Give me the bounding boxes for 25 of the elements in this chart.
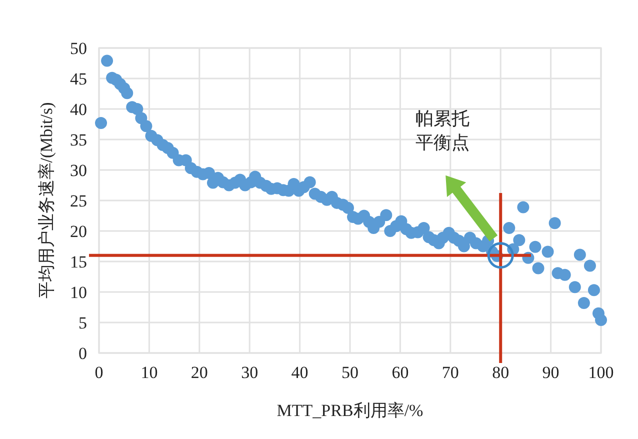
- x-tick-label: 10: [140, 363, 158, 382]
- x-axis-title: MTT_PRB利用率/%: [276, 401, 424, 420]
- x-tick-label: 70: [442, 363, 459, 382]
- x-tick-label: 0: [94, 363, 104, 382]
- y-tick-label: 10: [70, 283, 87, 302]
- x-tick-label: 90: [542, 363, 560, 382]
- y-tick-label: 45: [70, 70, 87, 88]
- y-tick-label: 0: [78, 344, 87, 363]
- y-tick-label: 5: [78, 314, 87, 332]
- y-tick-label: 50: [70, 39, 87, 58]
- y-tick-label: 25: [70, 192, 87, 210]
- y-tick-label: 35: [70, 130, 87, 150]
- y-tick-label: 20: [70, 222, 87, 241]
- x-tick-label: 60: [392, 363, 409, 382]
- x-tick-label: 40: [291, 363, 308, 382]
- x-tick-label: 100: [588, 363, 614, 382]
- x-tick-label: 20: [190, 363, 208, 382]
- x-tick-label: 80: [492, 363, 510, 382]
- y-axis-title: 平均用户业务速率/(Mbit/s): [37, 102, 56, 299]
- y-tick-label: 30: [70, 161, 87, 180]
- y-tick-label: 40: [70, 100, 87, 119]
- annotation: 帕累托平衡点: [416, 108, 470, 152]
- x-tick-label: 30: [241, 363, 258, 382]
- x-tick-label: 50: [342, 363, 358, 382]
- y-tick-label: 15: [70, 252, 87, 272]
